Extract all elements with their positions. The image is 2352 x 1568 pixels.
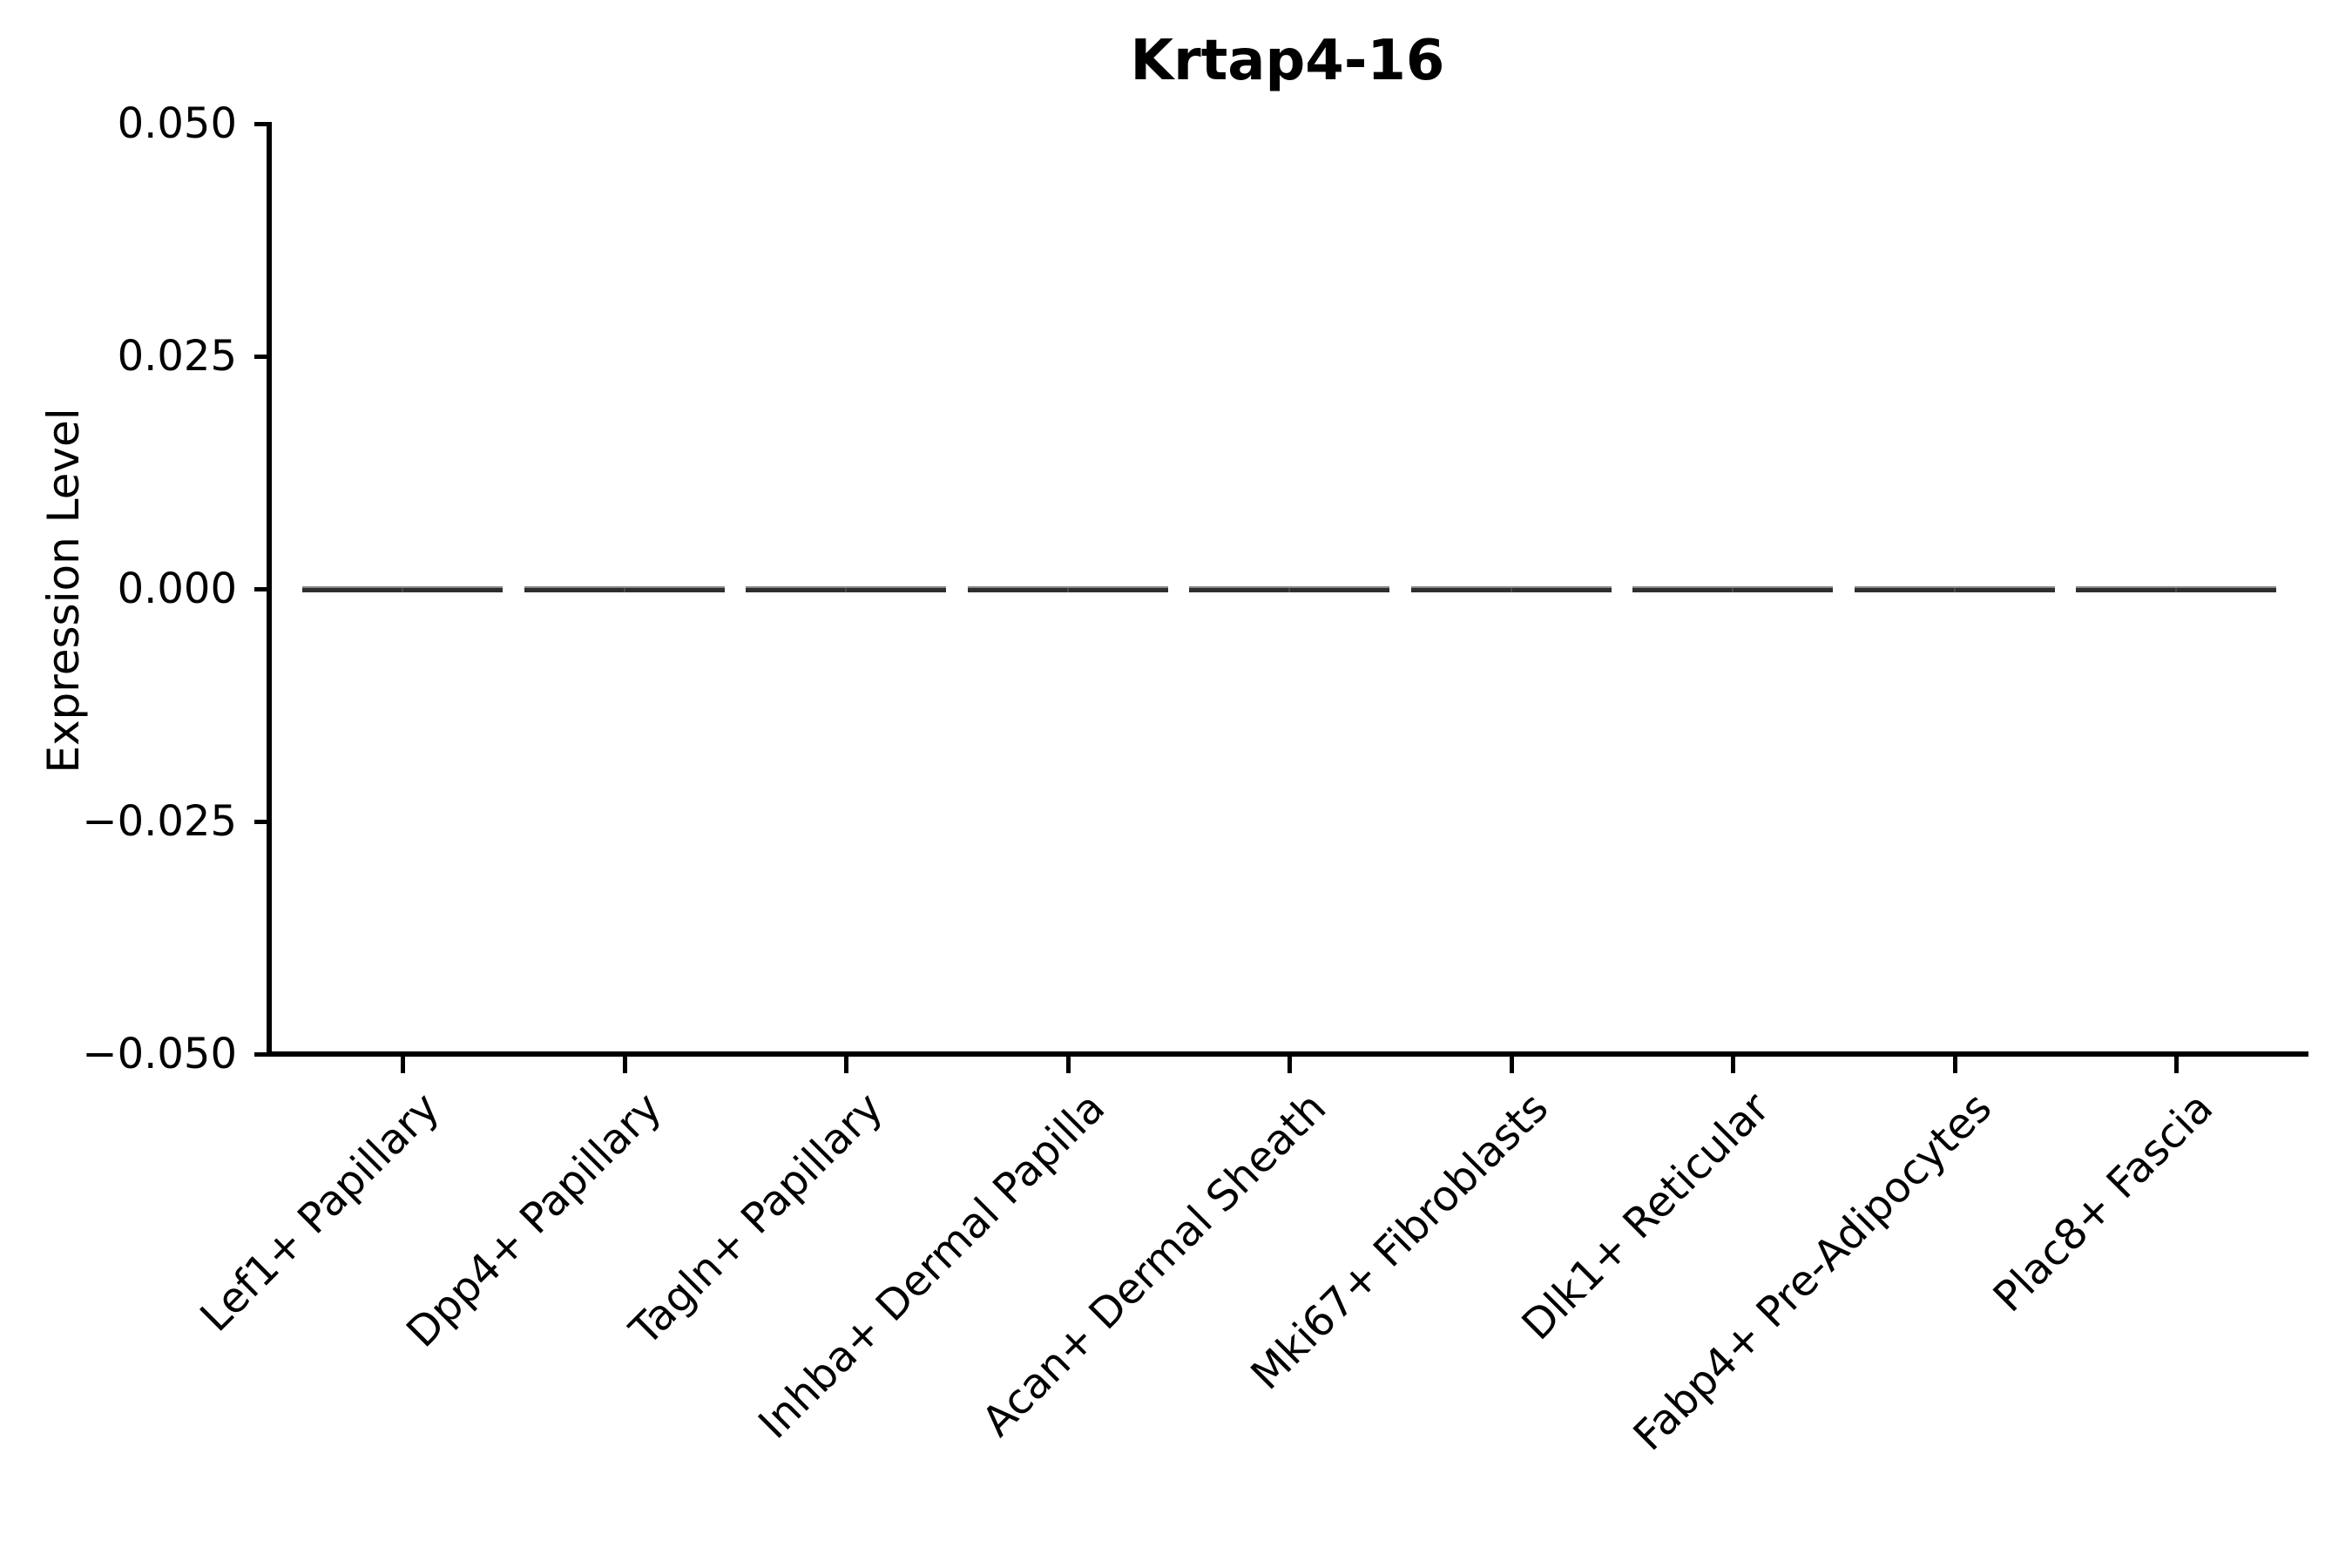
y-tick-mark [254, 587, 267, 591]
x-tick-mark [1731, 1057, 1735, 1073]
violin-median-seam [1067, 588, 1069, 592]
violin-median-seam [1288, 588, 1290, 592]
violin-median-seam [624, 588, 625, 592]
y-tick-label: −0.025 [82, 797, 237, 846]
violin-line [1189, 586, 1389, 592]
x-tick-mark [1066, 1057, 1071, 1073]
violin-line [1855, 586, 2055, 592]
x-tick-mark [844, 1057, 848, 1073]
violin-line [524, 586, 725, 592]
violin-line [302, 586, 503, 592]
violin-median-seam [1732, 588, 1734, 592]
violin-median-seam [1511, 588, 1512, 592]
violin-line [968, 586, 1168, 592]
violin-median-seam [845, 588, 847, 592]
x-tick-mark [401, 1057, 405, 1073]
violin-line [1411, 586, 1612, 592]
violin-line [746, 586, 946, 592]
x-tick-label: Dlk1+ Reticular [1512, 1083, 1780, 1350]
x-tick-label: Fabp4+ Pre-Adipocytes [1624, 1083, 2002, 1461]
y-tick-mark [254, 1052, 267, 1057]
y-axis-spine [267, 122, 272, 1057]
y-tick-mark [254, 122, 267, 126]
violin-median-seam [402, 588, 403, 592]
violin-line [1632, 586, 1833, 592]
y-tick-mark [254, 355, 267, 359]
x-tick-mark [2174, 1057, 2179, 1073]
violin-median-seam [2175, 588, 2177, 592]
y-tick-label: −0.050 [82, 1030, 237, 1078]
x-tick-mark [1510, 1057, 1514, 1073]
x-tick-label: Lef1+ Papillary [191, 1083, 449, 1342]
x-tick-mark [1953, 1057, 1957, 1073]
plot-title: Krtap4-16 [1130, 29, 1445, 93]
y-tick-mark [254, 820, 267, 824]
x-tick-label: Plac8+ Fascia [1984, 1083, 2223, 1322]
y-tick-label: 0.025 [117, 332, 237, 381]
x-axis-spine [267, 1051, 2308, 1057]
y-tick-label: 0.000 [117, 564, 237, 613]
y-tick-label: 0.050 [117, 99, 237, 148]
violin-line [2076, 586, 2276, 592]
violin-median-seam [1954, 588, 1956, 592]
x-tick-mark [623, 1057, 627, 1073]
x-tick-mark [1288, 1057, 1292, 1073]
